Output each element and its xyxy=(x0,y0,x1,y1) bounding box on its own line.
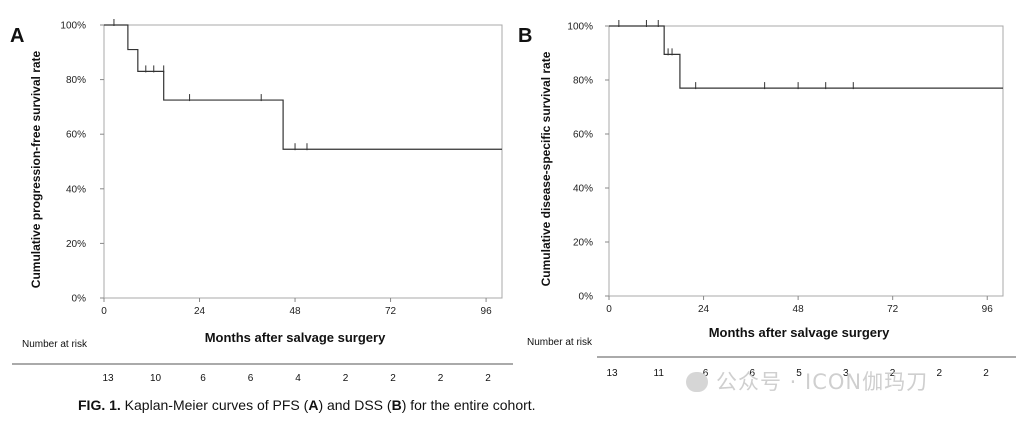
risk-count: 3 xyxy=(843,368,849,379)
y-tick-label: 40% xyxy=(573,184,593,195)
y-tick-label: 80% xyxy=(573,76,593,87)
risk-count: 13 xyxy=(606,368,618,379)
y-tick-label: 100% xyxy=(567,22,593,33)
y-tick-label: 60% xyxy=(66,130,86,141)
number-at-risk-label: Number at risk xyxy=(22,339,88,350)
y-tick-label: 40% xyxy=(66,184,86,195)
risk-count: 2 xyxy=(890,368,896,379)
x-tick-label: 96 xyxy=(982,304,994,315)
plot-frame xyxy=(103,24,503,299)
risk-count: 2 xyxy=(485,373,491,384)
wechat-logo-icon xyxy=(686,372,708,392)
caption-text-2: ) and DSS ( xyxy=(318,397,392,413)
risk-count: 4 xyxy=(295,373,301,384)
x-axis-label: Months after salvage surgery xyxy=(709,325,890,340)
risk-count: 2 xyxy=(343,373,349,384)
watermark-text: 公众号 · ICON伽玛刀 xyxy=(716,370,929,394)
x-tick-label: 72 xyxy=(887,304,899,315)
x-tick-label: 48 xyxy=(289,306,301,317)
panel-label: A xyxy=(10,25,24,47)
risk-count: 5 xyxy=(796,368,802,379)
x-tick-label: 0 xyxy=(101,306,107,317)
y-tick-label: 80% xyxy=(66,75,86,86)
panel-label: B xyxy=(518,25,532,47)
y-axis-label: Cumulative progression-free survival rat… xyxy=(29,50,43,288)
figure-caption: FIG. 1. Kaplan-Meier curves of PFS (A) a… xyxy=(78,397,536,413)
risk-count: 10 xyxy=(150,373,162,384)
plot-frame xyxy=(608,25,1004,297)
risk-count: 6 xyxy=(749,368,755,379)
risk-count: 6 xyxy=(703,368,709,379)
y-tick-label: 0% xyxy=(72,294,87,305)
x-tick-label: 72 xyxy=(385,306,397,317)
survival-curve xyxy=(609,25,1003,89)
caption-text-1: Kaplan-Meier curves of PFS ( xyxy=(120,397,309,413)
x-tick-label: 48 xyxy=(793,304,805,315)
number-at-risk-label: Number at risk xyxy=(527,337,593,348)
caption-text-3: ) for the entire cohort. xyxy=(401,397,536,413)
watermark: 公众号 · ICON伽玛刀 xyxy=(686,366,928,396)
y-axis-label: Cumulative disease-specific survival rat… xyxy=(539,51,553,286)
x-tick-label: 24 xyxy=(698,304,710,315)
y-tick-label: 60% xyxy=(573,130,593,141)
y-tick-label: 20% xyxy=(573,238,593,249)
risk-count: 2 xyxy=(936,368,942,379)
caption-prefix: FIG. 1. xyxy=(78,397,121,413)
chart-panel-b: B 0% 20% 40% 60% 80% 100% 0 24 48 72 96 Months after… xyxy=(518,20,1016,379)
risk-count: 2 xyxy=(983,368,989,379)
y-tick-label: 20% xyxy=(66,239,86,250)
caption-label-a: A xyxy=(308,397,319,413)
y-tick-label: 0% xyxy=(579,292,594,303)
risk-count: 6 xyxy=(200,373,206,384)
x-axis-label: Months after salvage surgery xyxy=(205,330,386,345)
risk-count: 6 xyxy=(248,373,254,384)
x-tick-label: 96 xyxy=(481,306,493,317)
x-tick-label: 0 xyxy=(606,304,612,315)
x-tick-label: 24 xyxy=(194,306,206,317)
risk-count: 2 xyxy=(438,373,444,384)
risk-count: 11 xyxy=(654,368,665,379)
survival-curve xyxy=(104,24,502,150)
risk-count: 13 xyxy=(102,373,114,384)
y-tick-label: 100% xyxy=(60,21,86,32)
risk-count: 2 xyxy=(390,373,396,384)
caption-label-b: B xyxy=(391,397,402,413)
